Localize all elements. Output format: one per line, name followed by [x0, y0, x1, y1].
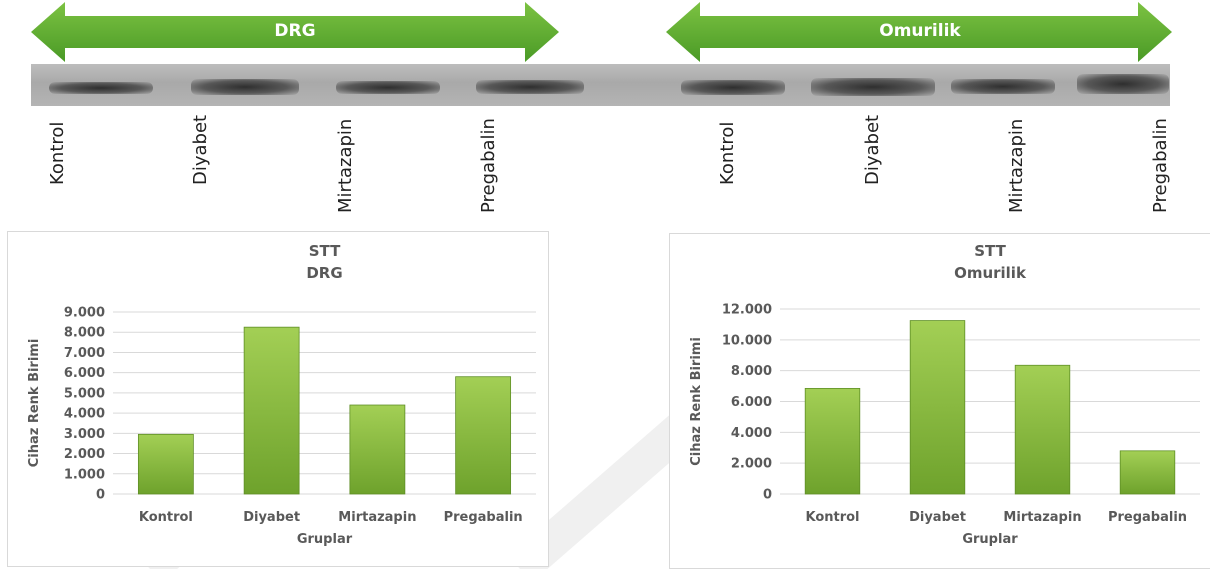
y-tick-label: 0 — [96, 488, 105, 503]
band-omurilik-pregabalin — [1077, 74, 1169, 94]
lane-label-drg-diyabet: Diyabet — [190, 114, 211, 185]
western-blot-strip — [31, 64, 1170, 106]
x-tick-label: Mirtazapin — [1003, 510, 1081, 525]
y-tick-label: 6.000 — [731, 395, 772, 410]
chart-title-line: STT — [309, 242, 341, 260]
bar-mirtazapin — [1014, 364, 1071, 495]
chart-stt-drg: STT DRG 0 1.000 2.000 3.000 4.000 5.000 6.000 7.0… — [7, 231, 549, 567]
x-tick-label: Pregabalin — [1108, 510, 1187, 525]
y-tick-label: 12.000 — [722, 303, 772, 318]
x-tick-label: Diyabet — [243, 510, 300, 525]
band-drg-kontrol — [49, 82, 153, 94]
bar-diyabet — [243, 326, 300, 495]
drg-double-arrow — [31, 2, 559, 62]
chart-title-line: DRG — [306, 264, 342, 282]
y-tick-label: 0 — [763, 488, 772, 503]
y-tick-label: 7.000 — [64, 346, 105, 361]
y-tick-label: 5.000 — [64, 386, 105, 401]
bar-pregabalin — [455, 376, 512, 495]
x-tick-label: Diyabet — [909, 510, 966, 525]
y-tick-label: 4.000 — [731, 426, 772, 441]
chart-title-line: Omurilik — [954, 264, 1027, 282]
x-axis-label: Gruplar — [297, 532, 353, 547]
bar-kontrol — [804, 387, 861, 495]
lane-label-drg-kontrol: Kontrol — [47, 121, 68, 185]
band-omurilik-mirtazapin — [951, 79, 1055, 94]
omurilik-double-arrow — [666, 2, 1172, 62]
y-tick-label: 2.000 — [731, 457, 772, 472]
bar-pregabalin — [1119, 450, 1176, 495]
y-tick-label: 4.000 — [64, 407, 105, 422]
y-axis-label: Cihaz Renk Birimi — [689, 337, 704, 466]
band-omurilik-kontrol — [681, 80, 785, 95]
y-tick-label: 8.000 — [64, 326, 105, 341]
x-axis-label: Gruplar — [962, 532, 1018, 547]
y-axis-label: Cihaz Renk Birimi — [27, 339, 42, 468]
band-drg-mirtazapin — [336, 81, 440, 94]
lane-label-omurilik-diyabet: Diyabet — [862, 114, 883, 185]
y-tick-label: 3.000 — [64, 427, 105, 442]
y-tick-label: 10.000 — [722, 333, 772, 348]
bar-mirtazapin — [349, 404, 406, 495]
band-drg-pregabalin — [476, 80, 584, 94]
omurilik-arrow-label: Omurilik — [879, 21, 961, 41]
chart-svg-omurilik: STT Omurilik 0 2.000 4.000 6.000 8.000 10.000 12… — [689, 242, 1200, 547]
chart-stt-omurilik: STT Omurilik 0 2.000 4.000 6.000 8.000 10.000 12… — [669, 233, 1210, 569]
drg-arrow-label: DRG — [274, 21, 316, 41]
band-drg-diyabet — [191, 79, 299, 95]
lane-label-omurilik-kontrol: Kontrol — [717, 121, 738, 185]
x-tick-label: Kontrol — [139, 510, 193, 525]
band-omurilik-diyabet — [811, 78, 935, 96]
y-tick-label: 2.000 — [64, 447, 105, 462]
chart-title-line: STT — [974, 242, 1006, 260]
bar-diyabet — [909, 320, 966, 495]
y-tick-label: 6.000 — [64, 366, 105, 381]
bar-kontrol — [137, 433, 194, 495]
lane-label-drg-mirtazapin: Mirtazapin — [335, 118, 356, 213]
x-tick-label: Kontrol — [805, 510, 859, 525]
chart-svg-drg: STT DRG 0 1.000 2.000 3.000 4.000 5.000 6.000 7.0… — [27, 242, 536, 547]
lane-label-drg-pregabalin: Pregabalin — [478, 118, 499, 213]
x-tick-label: Pregabalin — [444, 510, 523, 525]
x-tick-label: Mirtazapin — [338, 510, 416, 525]
lane-label-omurilik-pregabalin: Pregabalin — [1150, 118, 1171, 213]
y-tick-label: 1.000 — [64, 467, 105, 482]
lane-label-omurilik-mirtazapin: Mirtazapin — [1006, 118, 1027, 213]
y-tick-label: 8.000 — [731, 364, 772, 379]
y-tick-label: 9.000 — [64, 306, 105, 321]
